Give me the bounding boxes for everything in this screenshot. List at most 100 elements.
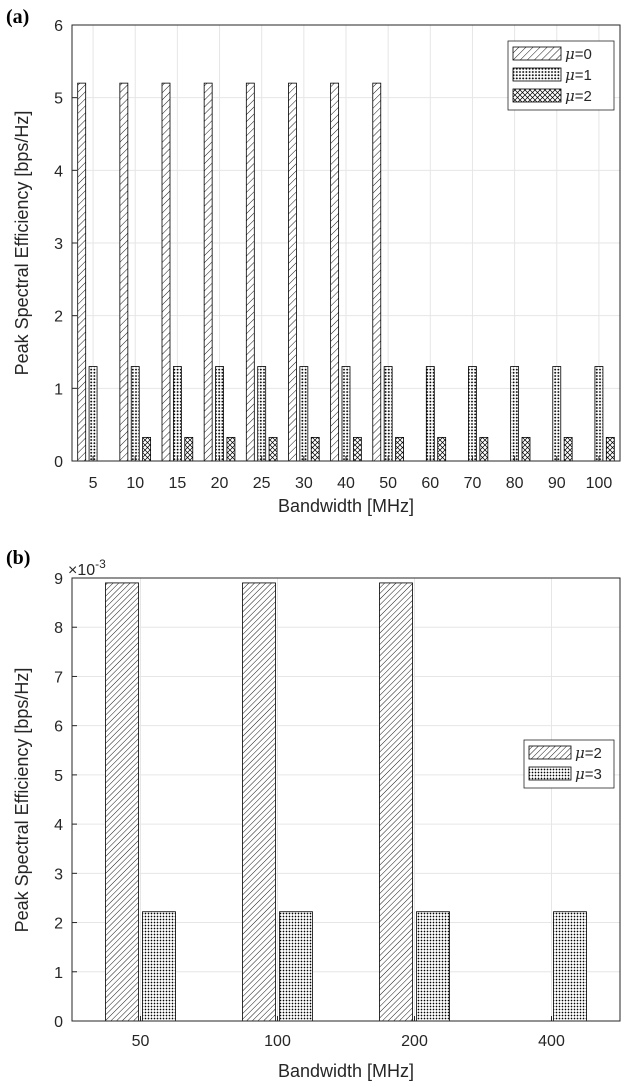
- y-tick-label: 9: [54, 571, 63, 588]
- legend-mu-symbol: μ: [565, 87, 575, 105]
- legend-entry: μ=3: [575, 765, 602, 783]
- bar-mu1-50: [383, 366, 393, 462]
- bar-mu1-30: [299, 366, 309, 462]
- y-tick-labels-b: 0 1 2 3 4 5 6 7 8 9: [54, 571, 77, 1031]
- legend-mu-symbol: μ: [565, 45, 575, 63]
- y-scale-factor-b: ×10-3: [68, 557, 106, 579]
- legend-mu-symbol: μ: [575, 765, 585, 783]
- bar-mu1-100: [594, 366, 604, 462]
- x-tick-label: 200: [401, 1033, 428, 1050]
- bar-mu2-90: [563, 436, 573, 462]
- legend-value: =2: [585, 745, 602, 762]
- bar-mu2-10: [142, 436, 152, 462]
- bar-mu2-50: [105, 582, 139, 1022]
- x-tick-label: 25: [253, 475, 271, 492]
- legend-entry: μ=0: [565, 45, 592, 63]
- bar-mu1-40: [341, 366, 351, 462]
- panel-label-a: (a): [6, 6, 29, 28]
- bar-mu1-15: [172, 366, 182, 462]
- y-scale-prefix-b: ×10: [68, 562, 95, 579]
- y-tick-label: 4: [54, 163, 63, 180]
- legend-b: μ=2μ=3: [523, 739, 615, 789]
- x-tick-label: 400: [538, 1033, 565, 1050]
- chart-panel-b: (b) ×10-3 0 1 2 3 4 5 6 7 8 9 50 100 200 400 Bandwid…: [6, 547, 621, 1081]
- bar-mu1-25: [257, 366, 267, 462]
- y-tick-label: 4: [54, 817, 63, 834]
- bar-mu2-70: [479, 436, 489, 462]
- x-tick-label: 5: [89, 475, 98, 492]
- bar-mu3-400: [553, 911, 587, 1022]
- x-tick-label: 80: [506, 475, 524, 492]
- bars-b: [105, 582, 587, 1022]
- axes-box-b: [71, 577, 621, 1022]
- legend-entry: μ=2: [565, 87, 592, 105]
- bar-mu1-20: [215, 366, 224, 462]
- bar-mu2-25: [268, 436, 278, 462]
- bar-mu1-70: [468, 366, 477, 462]
- x-axis-label-b: Bandwidth [MHz]: [278, 1061, 414, 1081]
- y-tick-label: 2: [54, 916, 63, 933]
- x-tick-label: 100: [586, 475, 613, 492]
- legend-swatch: [512, 46, 562, 61]
- bar-mu0-40: [330, 82, 340, 462]
- bar-mu2-100: [605, 436, 615, 462]
- chart-panel-a: (a) 0 1 2 3 4 5 6 5 10 15 20 25 30 40 50 60 70 80 90 100 B…: [6, 6, 621, 516]
- bar-mu0-10: [119, 82, 129, 462]
- bar-mu1-80: [510, 366, 520, 462]
- bar-mu2-60: [437, 436, 447, 462]
- x-tick-label: 100: [264, 1033, 291, 1050]
- x-tick-label: 30: [295, 475, 313, 492]
- y-tick-label: 5: [54, 768, 63, 785]
- x-tick-label: 90: [548, 475, 566, 492]
- y-tick-label: 3: [54, 866, 63, 883]
- y-tick-label: 2: [54, 309, 63, 326]
- bar-mu0-50: [372, 82, 382, 462]
- bar-mu0-20: [203, 82, 213, 462]
- y-tick-label: 6: [54, 18, 63, 35]
- x-tick-label: 60: [421, 475, 439, 492]
- bar-mu1-90: [552, 366, 562, 462]
- legend-mu-symbol: μ: [565, 66, 575, 84]
- x-tick-label: 10: [126, 475, 144, 492]
- y-tick-label: 0: [54, 454, 63, 471]
- y-tick-label: 5: [54, 91, 63, 108]
- bar-mu3-100: [279, 911, 313, 1022]
- y-tick-label: 6: [54, 719, 63, 736]
- x-tick-label: 50: [379, 475, 397, 492]
- legend-swatch: [528, 766, 572, 781]
- legend-mu-symbol: μ: [575, 744, 585, 762]
- y-scale-exponent-b: -3: [95, 557, 106, 571]
- bar-mu2-15: [184, 436, 194, 462]
- bar-mu2-200: [379, 582, 413, 1022]
- y-tick-label: 7: [54, 669, 63, 686]
- bar-mu2-20: [226, 436, 236, 462]
- x-tick-label: 50: [132, 1033, 150, 1050]
- bar-mu0-30: [288, 82, 297, 462]
- x-tick-label: 20: [211, 475, 229, 492]
- bar-mu2-30: [310, 436, 320, 462]
- bar-mu1-60: [425, 366, 435, 462]
- bar-mu1-10: [130, 366, 140, 462]
- y-axis-label-b: Peak Spectral Efficiency [bps/Hz]: [12, 668, 32, 933]
- legend-a: μ=0μ=1μ=2: [507, 40, 615, 111]
- x-tick-labels-b: 50 100 200 400: [132, 1016, 565, 1050]
- y-tick-label: 8: [54, 620, 63, 637]
- bar-mu2-80: [521, 436, 531, 462]
- y-tick-label: 1: [54, 381, 63, 398]
- legend-value: =3: [585, 766, 602, 783]
- y-tick-label: 3: [54, 236, 63, 253]
- legend-value: =2: [575, 88, 592, 105]
- x-tick-labels-a: 5 10 15 20 25 30 40 50 60 70 80 90 100: [89, 456, 613, 492]
- y-tick-label: 0: [54, 1014, 63, 1031]
- x-axis-label-a: Bandwidth [MHz]: [278, 496, 414, 516]
- bar-mu1-5: [88, 366, 98, 462]
- bar-mu0-25: [245, 82, 255, 462]
- legend-swatch: [512, 67, 562, 82]
- panel-label-b: (b): [6, 547, 30, 569]
- bar-mu0-5: [77, 82, 87, 462]
- bar-mu3-200: [416, 911, 450, 1022]
- x-tick-label: 70: [464, 475, 482, 492]
- bar-mu3-50: [142, 911, 176, 1022]
- y-axis-label-a: Peak Spectral Efficiency [bps/Hz]: [12, 111, 32, 376]
